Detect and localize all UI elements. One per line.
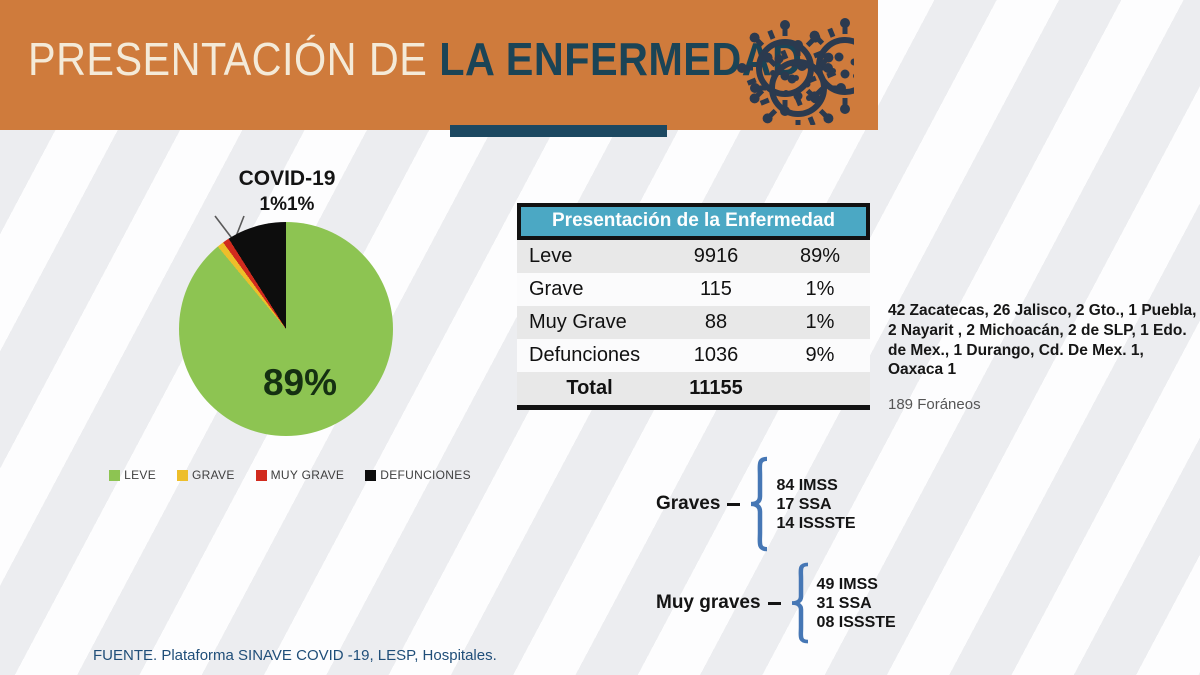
legend-swatch-defunciones bbox=[365, 469, 377, 481]
foraneos-text: 189 Foráneos bbox=[888, 396, 981, 414]
page-title: PRESENTACIÓN DE LA ENFERMEDAD bbox=[28, 36, 802, 82]
group-item: 08 ISSSTE bbox=[816, 613, 896, 631]
muy-graves-items: 49 IMSS 31 SSA 08 ISSSTE bbox=[817, 575, 896, 632]
legend-item-defunciones: DEFUNCIONES bbox=[365, 468, 471, 482]
states-breakdown-text: 42 Zacatecas, 26 Jalisco, 2 Gto., 1 Pueb… bbox=[888, 302, 1197, 379]
pie-chart-title: COVID-19 bbox=[238, 167, 336, 190]
graves-group: Graves 84 IMSS 17 SSA 14 ISSSTE bbox=[656, 456, 856, 552]
group-item: 84 IMSS bbox=[776, 476, 838, 494]
pie-chart: 89% bbox=[179, 222, 393, 436]
group-item: 31 SSA bbox=[816, 594, 872, 612]
legend-swatch-leve bbox=[109, 469, 121, 481]
legend-swatch-grave bbox=[177, 469, 188, 481]
row-count: 1036 bbox=[693, 344, 739, 366]
muy-graves-group: Muy graves 49 IMSS 31 SSA 08 ISSSTE bbox=[656, 561, 896, 645]
row-label: Leve bbox=[529, 245, 573, 267]
graves-label: Graves bbox=[656, 493, 721, 514]
row-pct: 1% bbox=[805, 311, 835, 333]
dash-icon bbox=[727, 502, 741, 506]
legend-item-leve: LEVE bbox=[109, 468, 156, 482]
group-item: 17 SSA bbox=[776, 495, 832, 513]
data-table: Presentación de la Enfermedad Leve 9916 … bbox=[517, 203, 870, 410]
header-banner: PRESENTACIÓN DE LA ENFERMEDAD bbox=[0, 0, 878, 130]
brace-icon bbox=[751, 456, 768, 552]
chart-legend: LEVE GRAVE MUY GRAVE DEFUNCIONES bbox=[100, 468, 480, 482]
table-row: Grave 115 1% bbox=[517, 273, 870, 306]
row-pct: 1% bbox=[805, 278, 835, 300]
group-item: 14 ISSSTE bbox=[776, 514, 856, 532]
legend-item-grave: GRAVE bbox=[177, 468, 235, 482]
page-title-regular: PRESENTACIÓN DE bbox=[28, 33, 440, 85]
virus-icon-cluster bbox=[728, 13, 854, 125]
table-body: Leve 9916 89% Grave 115 1% Muy Grave 88 … bbox=[517, 240, 870, 410]
table-row: Muy Grave 88 1% bbox=[517, 306, 870, 339]
row-count: 88 bbox=[704, 311, 728, 333]
table-row: Defunciones 1036 9% bbox=[517, 339, 870, 372]
row-pct: 89% bbox=[799, 245, 841, 267]
page-title-bold: LA ENFERMEDAD bbox=[439, 33, 803, 85]
table-title: Presentación de la Enfermedad bbox=[517, 203, 870, 240]
legend-item-muy-grave: MUY GRAVE bbox=[255, 468, 345, 482]
row-count: 9916 bbox=[693, 245, 739, 267]
muy-graves-label: Muy graves bbox=[656, 592, 761, 613]
legend-label: DEFUNCIONES bbox=[380, 468, 471, 482]
dash-icon bbox=[767, 601, 781, 605]
total-value: 11155 bbox=[689, 377, 743, 399]
pie-small-slice-labels: 1%1% bbox=[259, 194, 315, 215]
legend-label: LEVE bbox=[124, 468, 156, 482]
brace-icon bbox=[791, 562, 808, 644]
group-item: 49 IMSS bbox=[816, 575, 878, 593]
notes-block: 42 Zacatecas, 26 Jalisco, 2 Gto., 1 Pueb… bbox=[888, 301, 1200, 413]
legend-label: GRAVE bbox=[192, 468, 235, 482]
total-label: Total bbox=[566, 377, 613, 399]
row-pct: 9% bbox=[805, 344, 835, 366]
pie-big-slice-label: 89% bbox=[262, 362, 338, 403]
table-row: Leve 9916 89% bbox=[517, 240, 870, 273]
row-label: Grave bbox=[529, 278, 584, 300]
table-total-row: Total 11155 bbox=[517, 372, 870, 405]
source-footnote: FUENTE. Plataforma SINAVE COVID -19, LES… bbox=[93, 647, 497, 664]
row-label: Defunciones bbox=[529, 344, 641, 366]
legend-label: MUY GRAVE bbox=[270, 468, 345, 482]
row-label: Muy Grave bbox=[529, 311, 627, 333]
graves-items: 84 IMSS 17 SSA 14 ISSSTE bbox=[776, 476, 855, 533]
row-count: 115 bbox=[700, 278, 732, 300]
legend-swatch-muy-grave bbox=[255, 469, 267, 481]
header-underline-bar bbox=[450, 125, 667, 137]
